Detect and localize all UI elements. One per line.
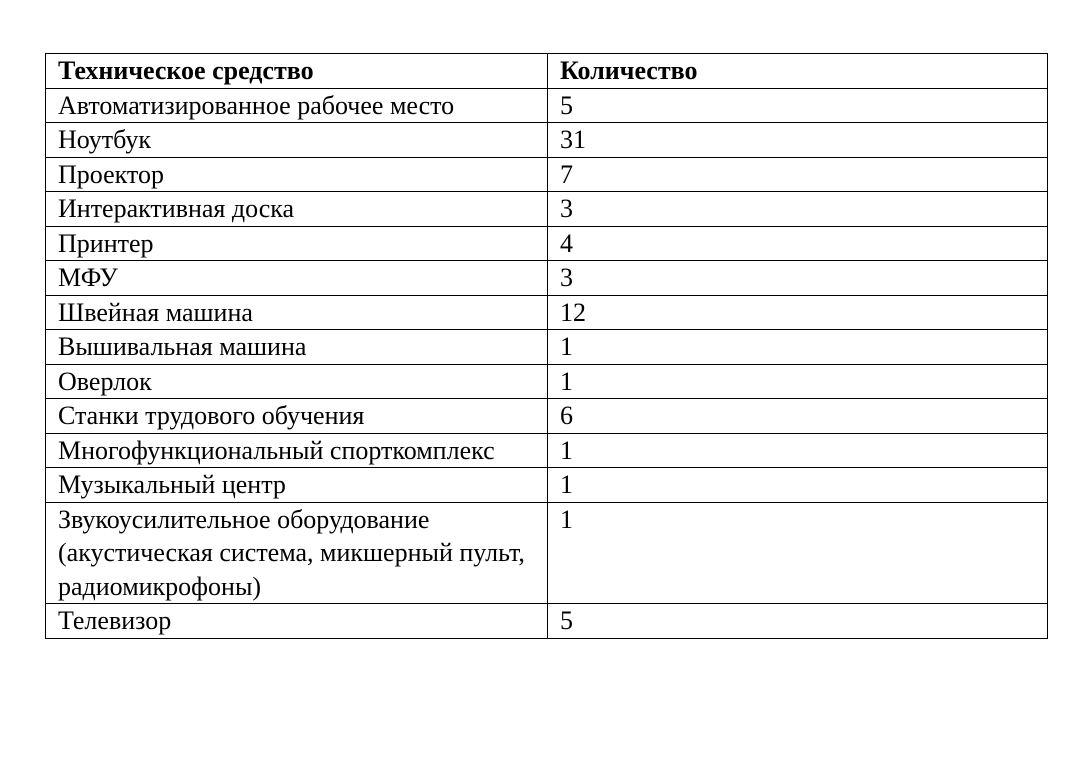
quantity-cell: 1 [547, 329, 1048, 365]
equipment-name-cell: Швейная машина [45, 294, 548, 330]
quantity-cell: 6 [547, 398, 1048, 434]
table-row: Музыкальный центр 1 [45, 467, 1048, 503]
header-quantity: Количество [547, 53, 1048, 89]
table-row: Многофункциональный спорткомплекс 1 [45, 432, 1048, 468]
table-row: Телевизор 5 [45, 603, 1048, 639]
table-row: Интерактивная доска 3 [45, 191, 1048, 227]
equipment-name-cell: Интерактивная доска [45, 191, 548, 227]
quantity-cell: 12 [547, 294, 1048, 330]
quantity-cell: 7 [547, 156, 1048, 192]
equipment-name-cell: Вышивальная машина [45, 329, 548, 365]
equipment-name-cell: Оверлок [45, 363, 548, 399]
table-row: Оверлок 1 [45, 363, 1048, 399]
equipment-name-cell: Музыкальный центр [45, 467, 548, 503]
table-row: Швейная машина 12 [45, 294, 1048, 330]
table-row: Станки трудового обучения 6 [45, 398, 1048, 434]
table-header-row: Техническое средство Количество [45, 53, 1048, 89]
quantity-cell: 1 [547, 432, 1048, 468]
quantity-cell: 5 [547, 603, 1048, 639]
table-row: Автоматизированное рабочее место 5 [45, 87, 1048, 123]
table-row: МФУ 3 [45, 260, 1048, 296]
quantity-cell: 4 [547, 225, 1048, 261]
equipment-name-cell: Звукоусилительное оборудование (акустиче… [45, 501, 548, 604]
quantity-cell: 1 [547, 501, 1048, 604]
equipment-name-cell: Проектор [45, 156, 548, 192]
equipment-name-cell: Ноутбук [45, 122, 548, 158]
table-row: Вышивальная машина 1 [45, 329, 1048, 365]
table-row: Ноутбук 31 [45, 122, 1048, 158]
table-row: Звукоусилительное оборудование (акустиче… [45, 501, 1048, 604]
equipment-name-cell: Принтер [45, 225, 548, 261]
table-row: Проектор 7 [45, 156, 1048, 192]
quantity-cell: 1 [547, 467, 1048, 503]
quantity-cell: 3 [547, 191, 1048, 227]
equipment-name-cell: Станки трудового обучения [45, 398, 548, 434]
equipment-table: Техническое средство Количество Автомати… [45, 53, 1048, 639]
table-row: Принтер 4 [45, 225, 1048, 261]
quantity-cell: 3 [547, 260, 1048, 296]
equipment-name-cell: МФУ [45, 260, 548, 296]
equipment-name-cell: Многофункциональный спорткомплекс [45, 432, 548, 468]
header-equipment: Техническое средство [45, 53, 548, 89]
quantity-cell: 31 [547, 122, 1048, 158]
quantity-cell: 1 [547, 363, 1048, 399]
equipment-name-cell: Автоматизированное рабочее место [45, 87, 548, 123]
quantity-cell: 5 [547, 87, 1048, 123]
equipment-name-cell: Телевизор [45, 603, 548, 639]
